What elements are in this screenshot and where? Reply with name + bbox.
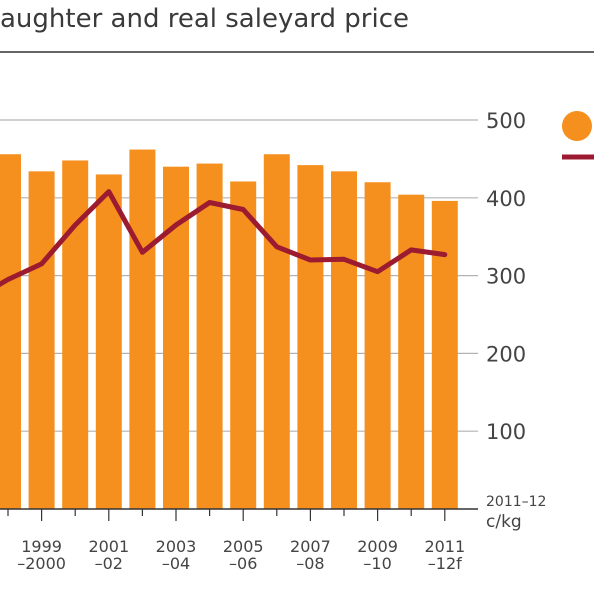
legend-bar-swatch <box>562 111 592 141</box>
axis-layer <box>0 508 478 521</box>
x-tick-label-12-line2: –10 <box>363 554 391 573</box>
y-tick-label-300: 300 <box>486 265 526 289</box>
x-tick-label-8-line2: –06 <box>229 554 257 573</box>
x-tick-label-10-line2: –08 <box>296 554 324 573</box>
y-tick-label-500: 500 <box>486 109 526 133</box>
x-tick-label-4-line1: 2001 <box>88 537 129 556</box>
chart-title: aughter and real saleyard price <box>0 4 409 34</box>
y-tick-label-100: 100 <box>486 420 526 444</box>
y-unit-label: c/kg <box>486 512 522 532</box>
x-tick-label-12-line1: 2009 <box>357 537 398 556</box>
y-unit-year: 2011–12 <box>486 494 546 510</box>
bar-14 <box>431 200 458 510</box>
ytick-layer: 100 200 300 400 500 2011–12 c/kg <box>486 109 546 532</box>
x-tick-label-2-line1: 1999 <box>21 537 62 556</box>
bar-9 <box>263 154 290 509</box>
xtick-layer: 781999–20002001–022003–042005–062007–082… <box>17 537 465 573</box>
bar-8 <box>230 181 257 509</box>
bar-11 <box>331 171 357 509</box>
bar-5 <box>129 149 156 509</box>
y-tick-label-400: 400 <box>486 187 526 211</box>
bar-12 <box>364 182 391 510</box>
y-tick-label-200: 200 <box>486 342 526 366</box>
bar-1 <box>0 154 21 509</box>
bar-4 <box>95 174 122 509</box>
bar-layer <box>0 149 458 510</box>
x-tick-label-6-line2: –04 <box>162 554 190 573</box>
bar-10 <box>297 165 324 509</box>
x-tick-label-10-line1: 2007 <box>290 537 331 556</box>
x-tick-label-6-line1: 2003 <box>156 537 197 556</box>
bar-7 <box>196 163 223 509</box>
x-tick-label-2-line2: –2000 <box>17 554 66 573</box>
legend <box>562 111 594 160</box>
x-tick-label-14-line1: 2011 <box>424 537 465 556</box>
line-layer <box>0 189 448 288</box>
bar-2 <box>28 171 55 509</box>
x-tick-label-8-line1: 2005 <box>223 537 264 556</box>
bar-13 <box>398 194 425 510</box>
x-tick-label-14-line2: –12f <box>428 554 462 573</box>
x-tick-label-4-line2: –02 <box>95 554 123 573</box>
